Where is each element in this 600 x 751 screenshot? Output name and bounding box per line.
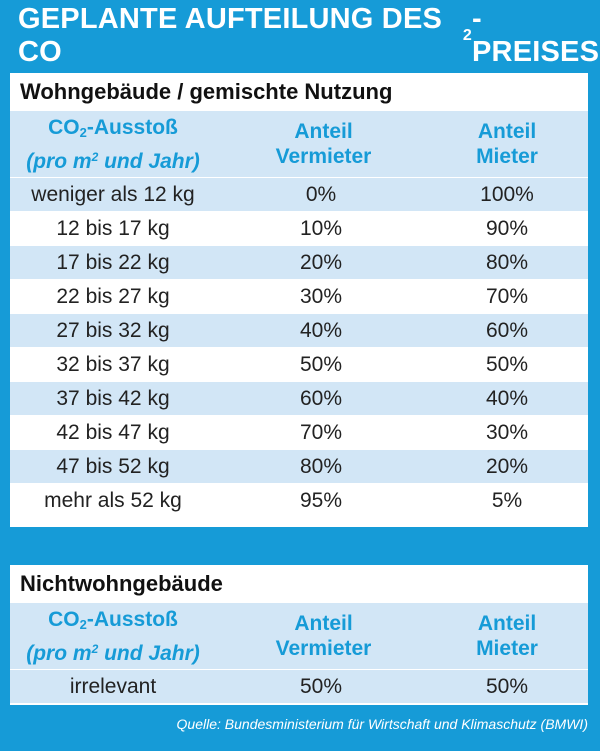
- cell-emission-range: mehr als 52 kg: [44, 488, 182, 512]
- cell-landlord-share: 50%: [299, 674, 343, 698]
- table-row: 32 bis 37 kg 50% 50%: [10, 347, 588, 381]
- cell-emission-range: 37 bis 42 kg: [56, 386, 170, 410]
- section-heading-non-residential: Nichtwohngebäude: [10, 565, 588, 603]
- table-header-row: CO2-Ausstoß (pro m2 und Jahr) Anteil Ver…: [10, 603, 588, 669]
- cell-landlord-share: 20%: [299, 250, 343, 274]
- col-header-text: -Ausstoß: [86, 607, 178, 631]
- table-header-row: CO2-Ausstoß (pro m2 und Jahr) Anteil Ver…: [10, 111, 588, 177]
- cell-landlord-share: 60%: [299, 386, 343, 410]
- cell-emission-range: 12 bis 17 kg: [56, 216, 170, 240]
- cell-emission-range: irrelevant: [69, 674, 157, 698]
- cell-landlord-share: 40%: [299, 318, 343, 342]
- table-row: 27 bis 32 kg 40% 60%: [10, 313, 588, 347]
- column-header-landlord: Anteil Vermieter: [216, 119, 426, 169]
- cell-tenant-share: 30%: [485, 420, 529, 444]
- residential-table: Wohngebäude / gemischte Nutzung CO2-Auss…: [10, 73, 588, 527]
- column-header-landlord: Anteil Vermieter: [216, 611, 426, 661]
- cell-landlord-share: 0%: [305, 182, 337, 206]
- cell-tenant-share: 90%: [485, 216, 529, 240]
- cell-emission-range: 47 bis 52 kg: [56, 454, 170, 478]
- col-header-sub: 2: [79, 124, 87, 140]
- col-header-text: Vermieter: [275, 145, 372, 168]
- col-header-sup: 2: [91, 641, 99, 656]
- cell-landlord-share: 50%: [299, 352, 343, 376]
- cell-tenant-share: 80%: [485, 250, 529, 274]
- column-header-emission: CO2-Ausstoß (pro m2 und Jahr): [10, 115, 216, 174]
- cell-landlord-share: 10%: [299, 216, 343, 240]
- col-header-text: -Ausstoß: [86, 115, 178, 139]
- cell-emission-range: 27 bis 32 kg: [56, 318, 170, 342]
- table-row: 37 bis 42 kg 60% 40%: [10, 381, 588, 415]
- cell-emission-range: 32 bis 37 kg: [56, 352, 170, 376]
- table-row: 17 bis 22 kg 20% 80%: [10, 245, 588, 279]
- col-header-text: CO: [48, 115, 80, 139]
- table-row: 22 bis 27 kg 30% 70%: [10, 279, 588, 313]
- source-note: Quelle: Bundesministerium für Wirtschaft…: [176, 716, 588, 732]
- col-header-text: Anteil: [294, 120, 353, 143]
- section-heading-residential: Wohngebäude / gemischte Nutzung: [10, 73, 588, 111]
- col-header-sub: 2: [79, 616, 87, 632]
- table-row: 42 bis 47 kg 70% 30%: [10, 415, 588, 449]
- cell-tenant-share: 60%: [485, 318, 529, 342]
- col-header-unit: (pro m: [26, 149, 92, 173]
- col-header-unit: (pro m: [26, 641, 92, 665]
- column-header-emission: CO2-Ausstoß (pro m2 und Jahr): [10, 607, 216, 666]
- table-row: weniger als 12 kg 0% 100%: [10, 177, 588, 211]
- table-row: mehr als 52 kg 95% 5%: [10, 483, 588, 517]
- col-header-text: Vermieter: [275, 637, 372, 660]
- cell-tenant-share: 40%: [485, 386, 529, 410]
- cell-landlord-share: 70%: [299, 420, 343, 444]
- col-header-text: Anteil: [477, 612, 537, 635]
- cell-emission-range: 17 bis 22 kg: [56, 250, 170, 274]
- cell-tenant-share: 50%: [485, 674, 529, 698]
- column-header-tenant: Anteil Mieter: [426, 119, 588, 169]
- col-header-text: Anteil: [294, 612, 353, 635]
- title-main: GEPLANTE AUFTEILUNG DES CO: [18, 3, 443, 68]
- col-header-sup: 2: [91, 149, 99, 164]
- col-header-text: CO: [48, 607, 80, 631]
- cell-emission-range: weniger als 12 kg: [31, 182, 195, 206]
- cell-tenant-share: 20%: [485, 454, 529, 478]
- title-rest: -PREISES: [472, 3, 600, 68]
- table-row: 47 bis 52 kg 80% 20%: [10, 449, 588, 483]
- table-row: 12 bis 17 kg 10% 90%: [10, 211, 588, 245]
- column-header-tenant: Anteil Mieter: [426, 611, 588, 661]
- cell-tenant-share: 50%: [485, 352, 529, 376]
- non-residential-table: Nichtwohngebäude CO2-Ausstoß (pro m2 und…: [10, 565, 588, 705]
- col-header-text: Anteil: [477, 120, 537, 143]
- col-header-unit: und Jahr): [98, 641, 200, 665]
- cell-landlord-share: 80%: [299, 454, 343, 478]
- cell-landlord-share: 30%: [299, 284, 343, 308]
- cell-emission-range: 42 bis 47 kg: [56, 420, 170, 444]
- col-header-unit: und Jahr): [98, 149, 200, 173]
- col-header-text: Mieter: [476, 145, 538, 168]
- cell-tenant-share: 5%: [491, 488, 523, 512]
- table-row: irrelevant 50% 50%: [10, 669, 588, 703]
- col-header-text: Mieter: [476, 637, 538, 660]
- title-subscript: 2: [462, 27, 473, 44]
- cell-emission-range: 22 bis 27 kg: [56, 284, 170, 308]
- cell-landlord-share: 95%: [299, 488, 343, 512]
- page-title: GEPLANTE AUFTEILUNG DES CO 2 -PREISES: [0, 0, 600, 72]
- cell-tenant-share: 100%: [480, 182, 534, 206]
- cell-tenant-share: 70%: [485, 284, 529, 308]
